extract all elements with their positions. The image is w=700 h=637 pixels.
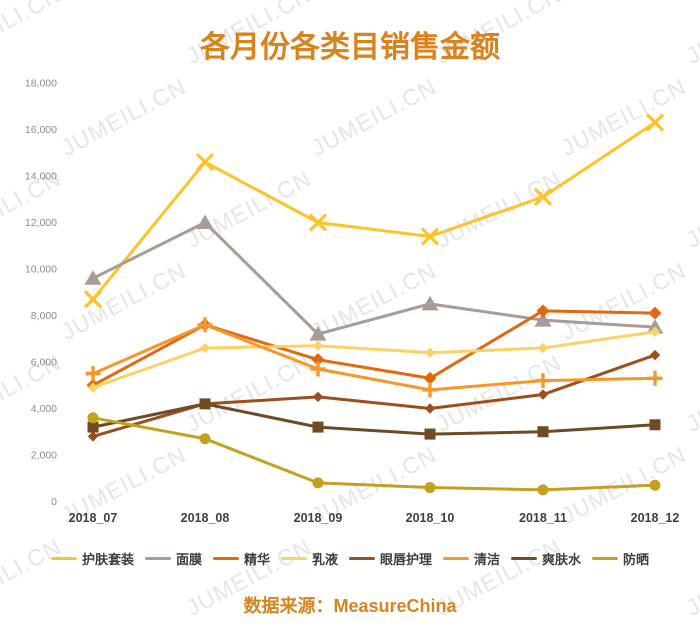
legend-item: 清洁	[443, 549, 500, 568]
y-axis-tick-label: 4,000	[31, 403, 57, 415]
series-marker	[424, 482, 436, 494]
series-line	[91, 353, 657, 438]
series-marker	[197, 317, 213, 333]
y-axis-tick-label: 14,000	[25, 171, 57, 183]
legend-label: 眼唇护理	[380, 552, 433, 567]
series-marker	[424, 428, 436, 440]
series-marker	[87, 431, 99, 442]
series-marker	[199, 433, 211, 445]
legend-label: 防晒	[623, 552, 650, 567]
legend-label: 乳液	[311, 552, 338, 567]
series-marker	[199, 398, 211, 410]
series-marker	[312, 477, 324, 489]
legend-label: 精华	[243, 552, 270, 567]
series-marker	[312, 421, 324, 433]
legend-item: 爽肤水	[511, 549, 581, 568]
series-marker	[311, 353, 325, 367]
series-line	[91, 309, 657, 387]
legend-swatch	[50, 557, 77, 560]
series-marker	[534, 188, 552, 206]
series-marker	[649, 326, 661, 337]
y-axis-tick-label: 2,000	[31, 450, 57, 462]
legend-label: 护肤套装	[81, 552, 134, 567]
series-marker	[535, 373, 551, 389]
y-axis-tick-label: 12,000	[25, 217, 57, 229]
series-marker	[87, 412, 99, 424]
x-axis-tick-label: 2018_11	[519, 511, 567, 525]
series-marker	[646, 113, 664, 132]
y-axis-tick-label: 18,000	[25, 78, 57, 90]
series-marker	[648, 306, 662, 320]
legend-swatch	[349, 557, 375, 560]
series-line	[91, 121, 657, 301]
series-marker	[421, 227, 439, 246]
legend-item: 精华	[212, 549, 270, 568]
legend: 护肤套装 面膜 精华 乳液 眼唇护理 清洁 爽肤水 防晒	[0, 549, 700, 568]
series-line	[91, 402, 657, 436]
y-axis-tick-label: 0	[51, 496, 57, 508]
series-marker	[309, 213, 327, 232]
legend-label: 清洁	[474, 552, 501, 567]
y-axis-tick-label: 8,000	[31, 310, 57, 322]
legend-item: 乳液	[280, 549, 338, 568]
legend-swatch	[212, 557, 239, 560]
series-line	[91, 416, 657, 492]
series-marker	[199, 342, 211, 354]
series-line	[91, 323, 657, 392]
x-axis-tick-label: 2018_09	[294, 511, 343, 525]
x-axis-tick-label: 2018_07	[69, 511, 118, 525]
series-marker	[423, 371, 437, 385]
legend-item: 防晒	[592, 549, 649, 568]
legend-item: 护肤套装	[50, 549, 134, 568]
series-line	[91, 221, 657, 336]
series-marker	[537, 342, 549, 354]
series-marker	[424, 347, 436, 358]
legend-label: 爽肤水	[542, 552, 582, 567]
x-axis-tick-label: 2018_08	[181, 511, 230, 525]
series-marker	[312, 340, 324, 351]
series-marker	[534, 312, 552, 327]
series-marker	[87, 421, 99, 433]
legend-swatch	[443, 557, 470, 560]
series-line	[91, 330, 657, 390]
y-axis-tick-label: 16,000	[25, 124, 57, 136]
series-marker	[424, 403, 436, 414]
legend-swatch	[511, 557, 538, 560]
series-marker	[422, 382, 438, 398]
data-source: 数据来源：MeasureChina	[243, 596, 457, 616]
series-marker	[537, 389, 549, 400]
series-marker	[84, 270, 102, 285]
legend-swatch	[592, 557, 619, 560]
y-axis-tick-label: 6,000	[31, 357, 57, 369]
chart-title: 各月份各类目销售金额	[200, 31, 500, 64]
series-marker	[537, 484, 549, 496]
series-marker	[312, 391, 324, 403]
series-marker	[310, 361, 326, 377]
legend-swatch	[280, 557, 307, 560]
series-marker	[649, 419, 661, 431]
legend-item: 眼唇护理	[349, 549, 432, 568]
series-marker	[309, 326, 327, 341]
legend-swatch	[144, 557, 171, 560]
series-marker	[87, 382, 99, 393]
series-marker	[647, 370, 663, 386]
series-marker	[649, 479, 661, 491]
x-axis-tick-label: 2018_10	[406, 511, 455, 525]
series-marker	[421, 295, 439, 311]
series-marker	[646, 319, 664, 334]
series-marker	[196, 214, 214, 229]
series-marker	[536, 304, 550, 318]
series-marker	[85, 366, 101, 382]
legend-item: 面膜	[144, 549, 202, 568]
series-marker	[537, 426, 549, 438]
legend-label: 面膜	[175, 552, 202, 567]
x-axis-tick-label: 2018_12	[631, 511, 680, 525]
series-marker	[84, 290, 102, 308]
series-marker	[196, 153, 214, 171]
y-axis-tick-label: 10,000	[25, 264, 57, 276]
series-marker	[649, 349, 661, 361]
